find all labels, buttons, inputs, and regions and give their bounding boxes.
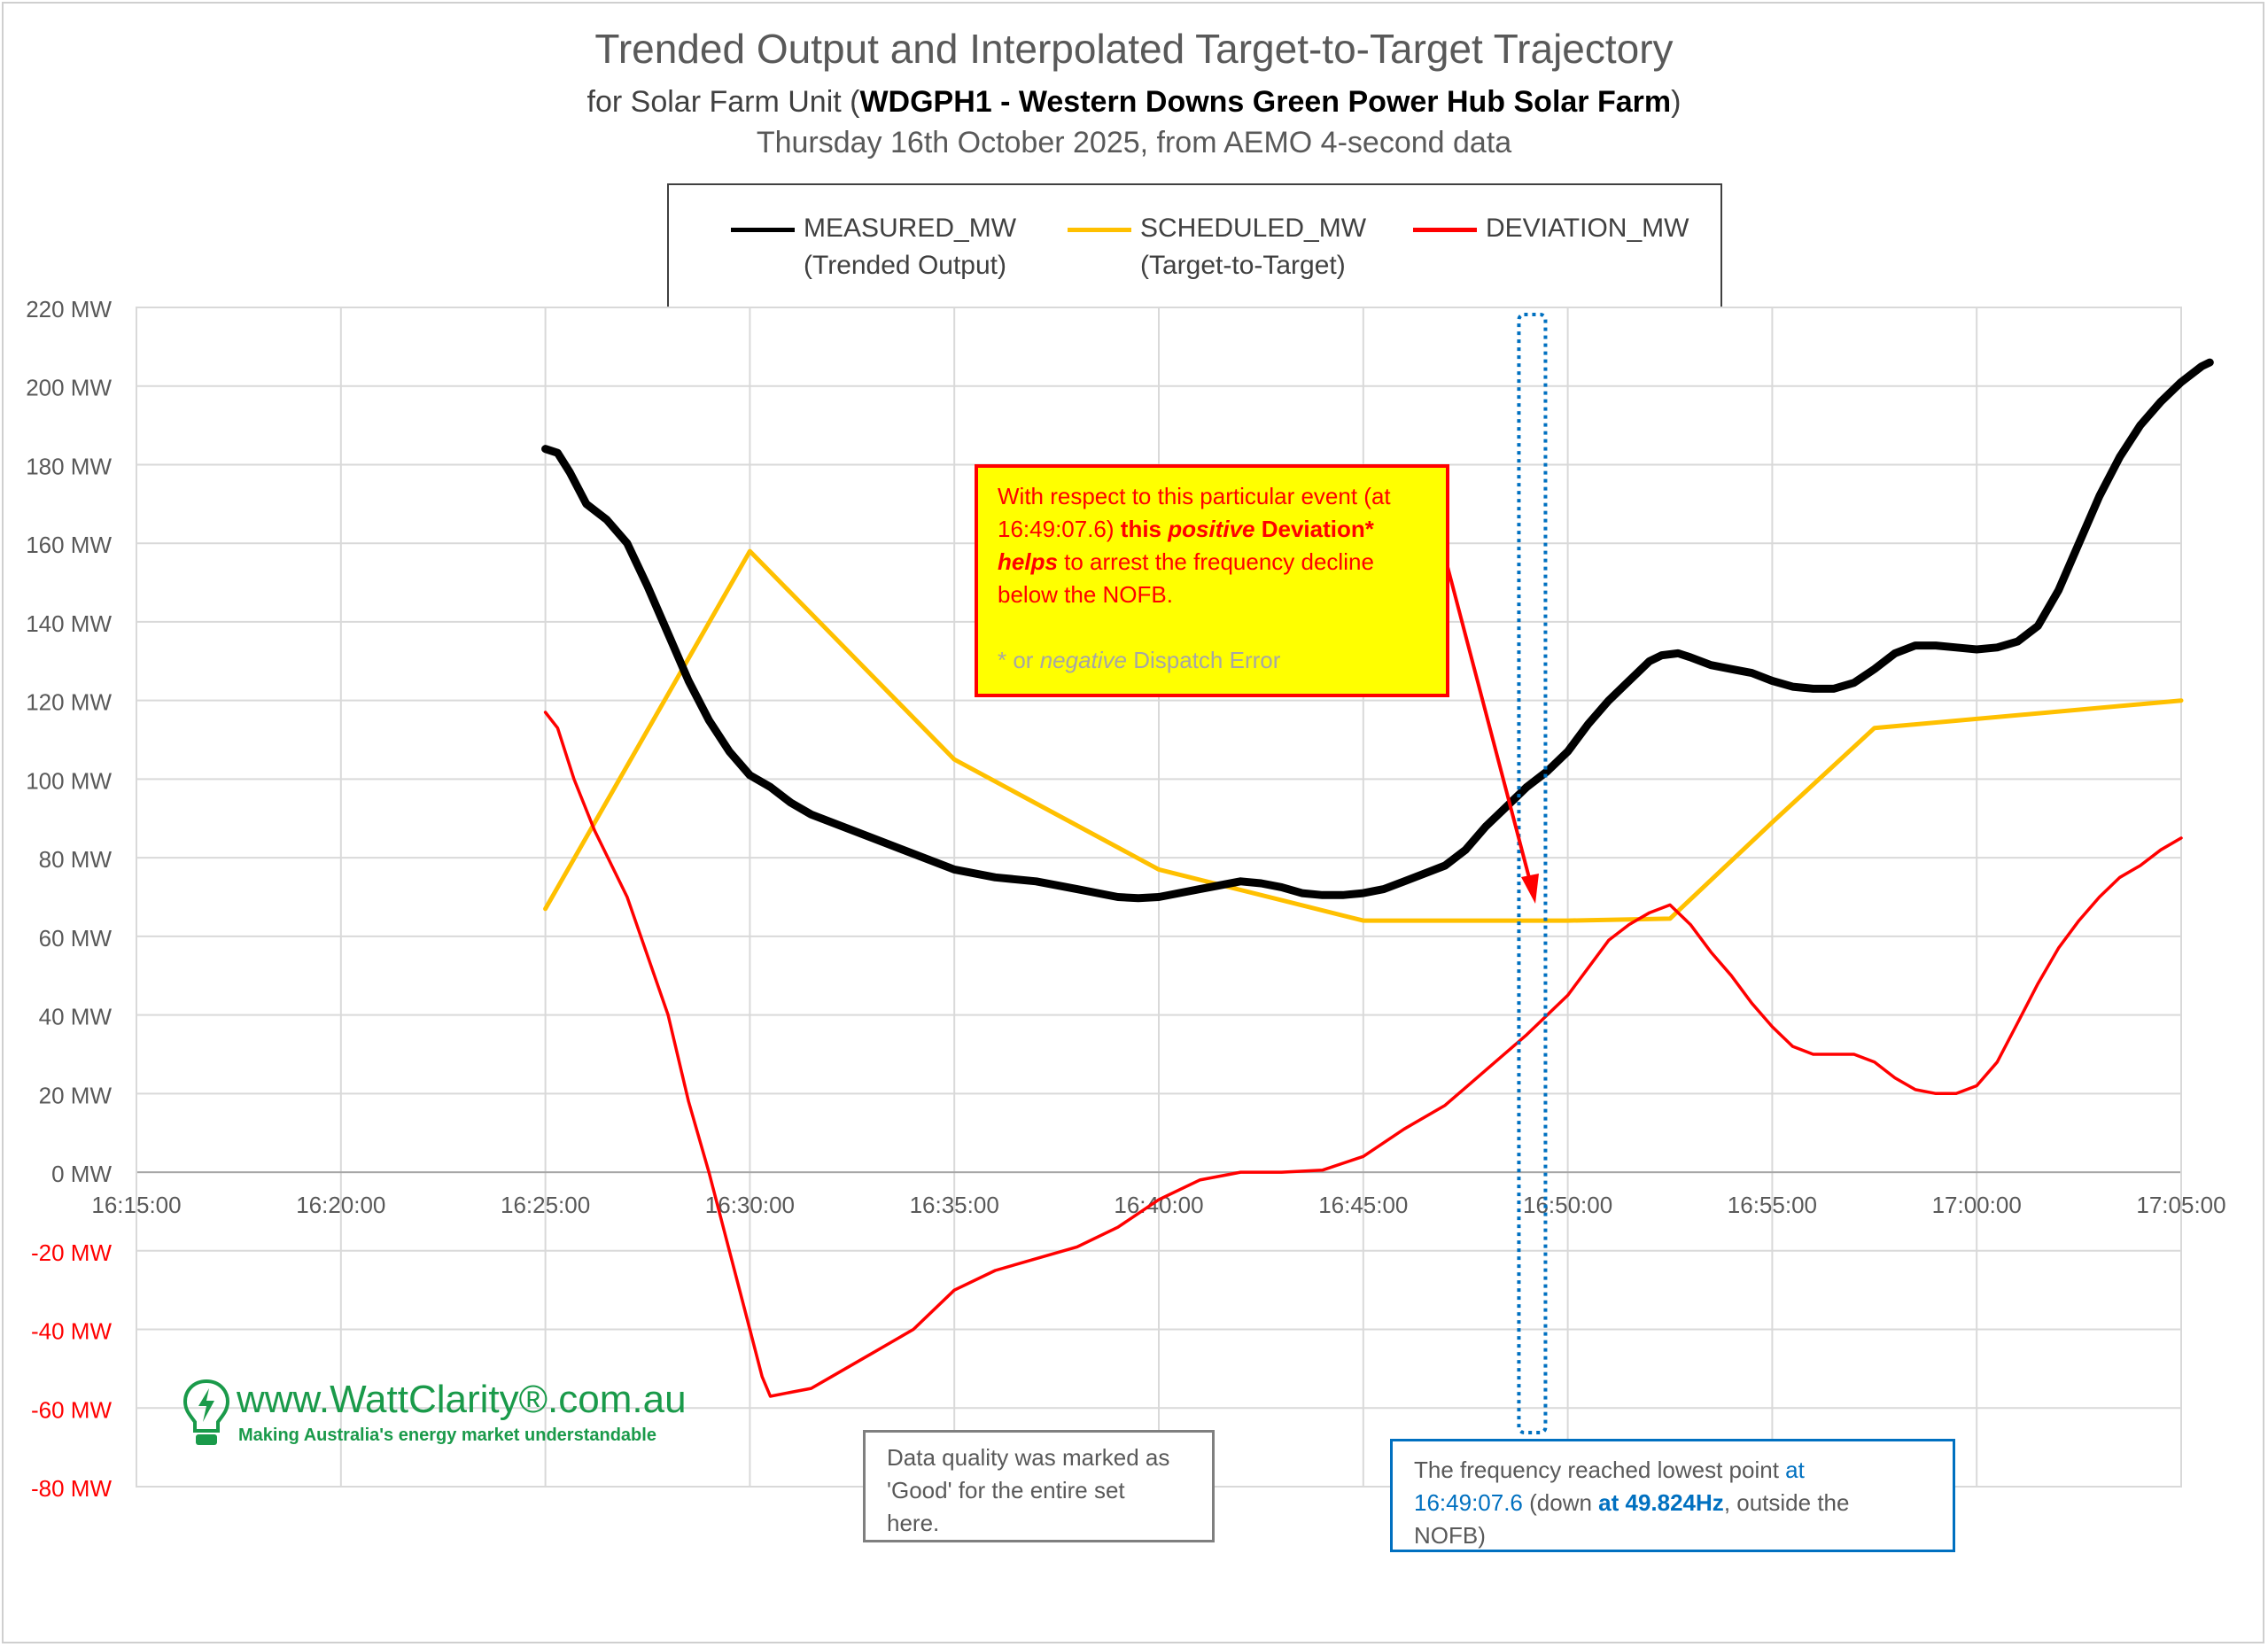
y-tick-label: 180 MW [26,453,112,479]
subtitle-prefix: for Solar Farm Unit ( [586,85,860,119]
annot-yellow-deviation: Deviation* [1254,516,1374,542]
chart-title: Trended Output and Interpolated Target-t… [594,26,1674,72]
annot-yellow-negative: negative [1039,647,1127,673]
legend-label-measured: MEASURED_MW [804,214,1017,243]
legend-sub-measured: (Trended Output) [804,251,1006,280]
x-tick-label: 16:50:00 [1523,1192,1612,1218]
y-tick-label: 140 MW [26,610,112,637]
annot-yellow-this: this [1120,516,1169,542]
y-tick-label: -60 MW [31,1396,112,1423]
chart-series [541,358,2214,1398]
annot-yellow-foot3: Dispatch Error [1127,647,1281,673]
x-tick-label: 16:45:00 [1318,1192,1408,1218]
x-tick-label: 16:40:00 [1114,1192,1203,1218]
annot-yellow-helps: helps [998,548,1058,575]
y-tick-label: 100 MW [26,767,112,794]
y-tick-label: 20 MW [39,1082,113,1108]
annot-grey-line3: here. [887,1510,940,1536]
annot-blue-freq: at 49.824Hz [1598,1489,1724,1516]
y-tick-label: -80 MW [31,1475,112,1502]
x-tick-label: 16:15:00 [91,1192,181,1218]
chart-overlay [1446,313,1548,1434]
x-tick-label: 16:55:00 [1728,1192,1817,1218]
annot-blue-time: 16:49:07.6 [1414,1489,1523,1516]
x-tick-label: 16:20:00 [296,1192,385,1218]
subtitle-suffix: ) [1671,85,1682,119]
series-line-deviation [543,711,2183,1398]
subtitle-unit: WDGPH1 - Western Downs Green Power Hub S… [859,85,1672,119]
y-tick-label: 120 MW [26,689,112,716]
annotation-frequency-low: The frequency reached lowest point at 16… [1390,1439,1955,1552]
y-tick-label: 220 MW [26,296,112,322]
annot-grey-line2: 'Good' for the entire set [887,1477,1125,1503]
y-tick-label: 60 MW [39,925,113,952]
annotation-arrow-head [1521,874,1539,904]
annot-yellow-line3: to arrest the frequency decline [1057,548,1374,575]
y-tick-label: 80 MW [39,846,113,873]
chart-date-line: Thursday 16th October 2025, from AEMO 4-… [756,126,1512,159]
annotation-data-quality: Data quality was marked as 'Good' for th… [863,1430,1215,1542]
legend-swatch-measured [731,228,795,232]
annot-blue-a1: The frequency reached lowest point [1414,1457,1786,1483]
legend-swatch-deviation [1413,228,1477,232]
lightbulb-icon [183,1379,230,1445]
legend-label-scheduled: SCHEDULED_MW [1140,214,1367,243]
annot-blue-outside: , outside the [1723,1489,1850,1516]
annot-yellow-line4: below the NOFB. [998,581,1173,608]
chart-subtitle: for Solar Farm Unit (WDGPH1 - Western Do… [0,85,2268,120]
annot-yellow-time: 16:49:07.6) [998,516,1121,542]
annotation-positive-deviation: With respect to this particular event (a… [975,464,1449,697]
x-tick-label: 17:00:00 [1932,1192,2022,1218]
annot-blue-a2: at [1785,1457,1805,1483]
series-line-measured [541,358,2214,903]
annot-blue-nofb: NOFB) [1414,1522,1486,1549]
y-tick-label: 40 MW [39,1004,113,1030]
y-tick-label: -20 MW [31,1239,112,1266]
x-axis-tick-labels: 16:15:00 16:20:00 16:25:00 16:30:00 16:35:00… [91,1192,2225,1218]
y-axis-tick-labels: 220 MW 200 MW 180 MW 160 MW 140 MW 120 MW 100 … [26,296,112,1502]
event-marker-box [1517,313,1548,1434]
logo-text: www.WattClarity®.com.au [237,1378,687,1421]
annot-yellow-positive: positive [1168,516,1255,542]
annot-yellow-line1: With respect to this particular event (a… [998,483,1391,509]
series-line-scheduled [543,548,2184,923]
x-tick-label: 16:35:00 [910,1192,999,1218]
legend-sub-scheduled: (Target-to-Target) [1140,251,1346,280]
annotation-arrow [1446,566,1534,892]
annot-yellow-foot1: * or [998,647,1040,673]
y-tick-label: 160 MW [26,532,112,558]
annot-grey-line1: Data quality was marked as [887,1444,1170,1471]
legend-swatch-scheduled [1068,228,1131,232]
y-tick-label: -40 MW [31,1318,112,1345]
x-tick-label: 16:25:00 [501,1192,590,1218]
legend-label-deviation: DEVIATION_MW [1486,214,1689,243]
annot-blue-down: (down [1522,1489,1599,1516]
wattclarity-logo: www.WattClarity®.com.au Making Australia… [182,1378,687,1449]
y-tick-label: 200 MW [26,375,112,401]
x-tick-label: 17:05:00 [2136,1192,2225,1218]
y-tick-label: 0 MW [51,1161,112,1187]
logo-tagline: Making Australia's energy market underst… [238,1426,656,1445]
